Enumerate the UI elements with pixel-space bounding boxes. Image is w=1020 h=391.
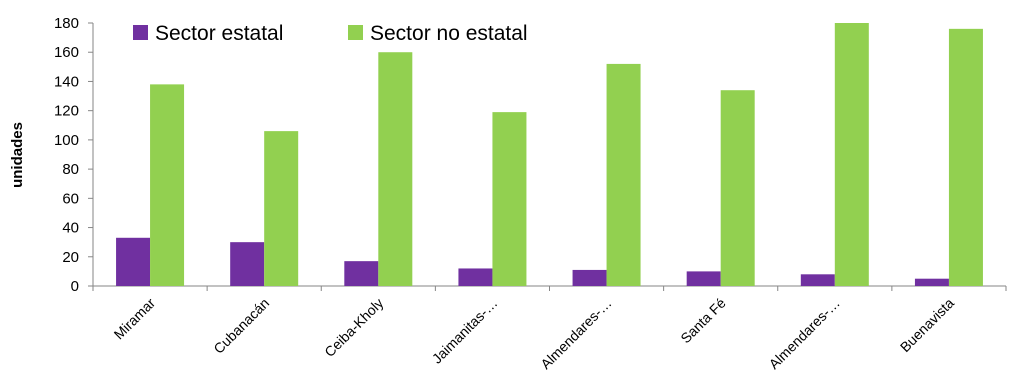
legend-label: Sector no estatal bbox=[370, 22, 528, 45]
y-tick-label: 80 bbox=[62, 161, 79, 178]
x-category-label: Santa Fé bbox=[677, 295, 729, 347]
bar-sector-no-estatal bbox=[492, 112, 527, 286]
y-tick-label: 160 bbox=[54, 44, 79, 61]
bar-sector-no-estatal bbox=[150, 84, 185, 286]
bar-sector-no-estatal bbox=[834, 23, 869, 286]
legend-swatch bbox=[133, 25, 148, 40]
y-tick-label: 60 bbox=[62, 190, 79, 207]
bar-sector-no-estatal bbox=[720, 90, 755, 286]
x-axis: Miramar Cubanacán Ceiba-Kholy Jaimanitas-… A… bbox=[92, 285, 1007, 372]
bar-sector-estatal bbox=[458, 268, 493, 286]
y-tick-label: 180 bbox=[54, 15, 79, 32]
x-category-label: Almendares-… bbox=[766, 295, 843, 372]
y-axis-label: unidades bbox=[9, 122, 26, 188]
bar-sector-estatal bbox=[800, 274, 835, 286]
x-category-label: Ceiba-Kholy bbox=[321, 295, 386, 360]
y-tick-label: 20 bbox=[62, 249, 79, 266]
bar-sector-estatal bbox=[686, 271, 721, 286]
x-category-label: Jaimanitas-… bbox=[429, 295, 501, 367]
bar-sector-estatal bbox=[116, 237, 151, 286]
bar-sector-no-estatal bbox=[606, 63, 641, 287]
bar-sector-estatal bbox=[572, 269, 607, 286]
y-axis: 0 20 40 60 80 100 120 140 160 180 bbox=[54, 15, 94, 295]
bar-sector-no-estatal bbox=[948, 28, 983, 286]
x-category-label: Miramar bbox=[111, 295, 159, 343]
y-tick-label: 140 bbox=[54, 73, 79, 90]
y-tick-label: 40 bbox=[62, 220, 79, 237]
y-tick-label: 0 bbox=[71, 278, 79, 295]
x-category-label: Buenavista bbox=[897, 295, 957, 355]
x-category-label: Cubanacán bbox=[210, 295, 272, 357]
legend: Sector estatal Sector no estatal bbox=[133, 22, 528, 45]
legend-label: Sector estatal bbox=[155, 22, 283, 45]
legend-swatch bbox=[348, 25, 363, 40]
y-tick-label: 120 bbox=[54, 103, 79, 120]
bars bbox=[116, 23, 983, 287]
bar-sector-no-estatal bbox=[378, 52, 413, 286]
bar-sector-estatal bbox=[230, 242, 265, 286]
y-tick-label: 100 bbox=[54, 132, 79, 149]
bar-sector-no-estatal bbox=[264, 131, 299, 286]
bar-sector-estatal bbox=[344, 261, 379, 286]
bar-sector-estatal bbox=[914, 278, 949, 286]
x-category-label: Almendares-… bbox=[537, 295, 614, 372]
